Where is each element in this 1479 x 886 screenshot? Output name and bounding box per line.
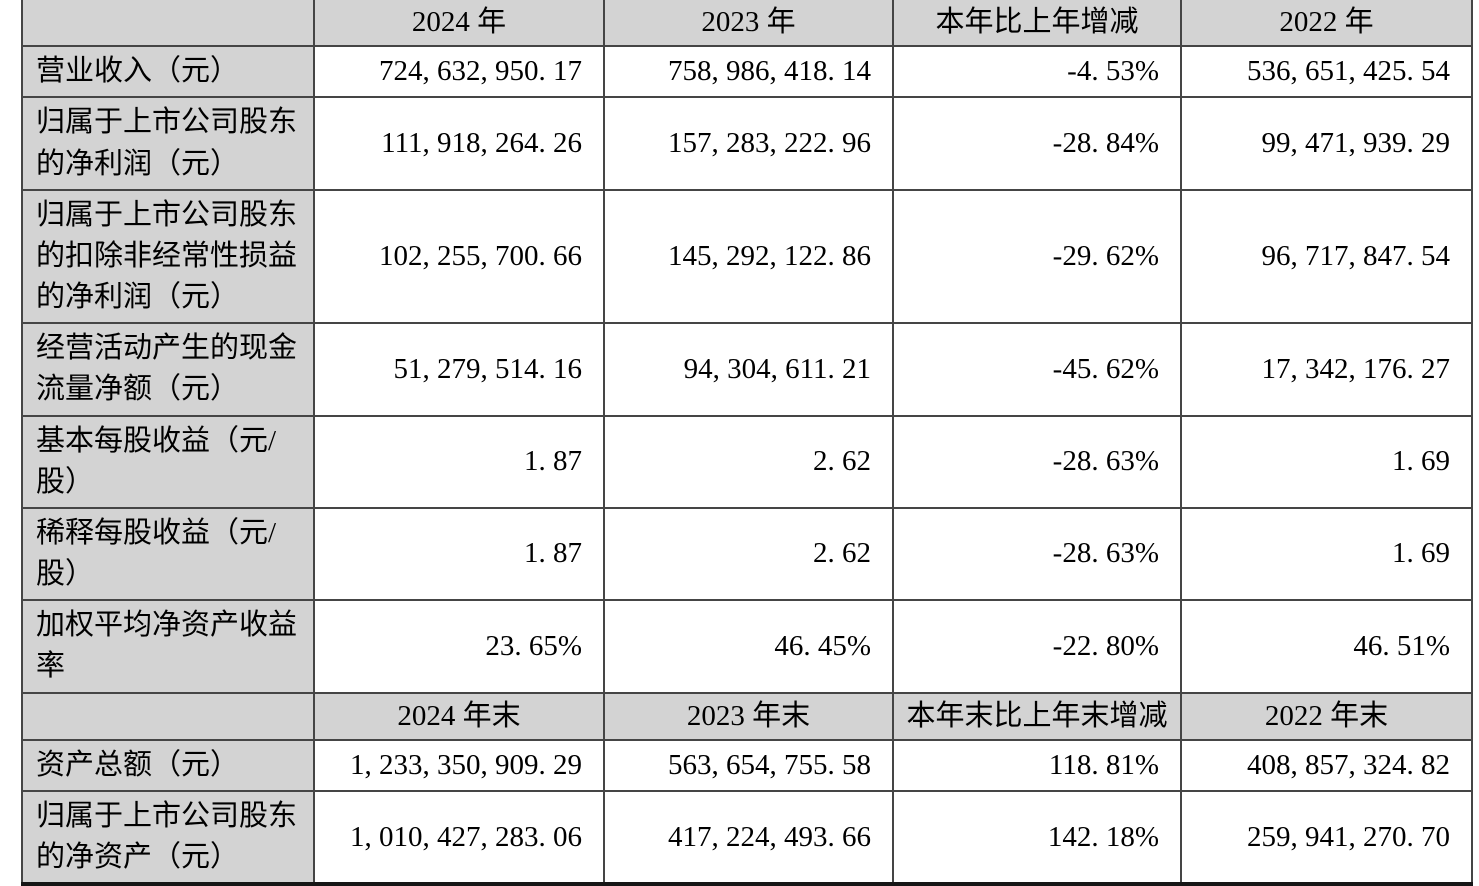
cell-value: 758, 986, 418. 14 [603, 45, 894, 99]
header-corner-cell [21, 0, 315, 48]
cell-value: 51, 279, 514. 16 [313, 322, 605, 417]
table-row-operating-cash-flow: 经营活动产生的现金流量净额（元） 51, 279, 514. 16 94, 30… [21, 322, 1473, 417]
financial-summary-table-wrap: 2024 年 2023 年 本年比上年增减 2022 年 营业收入（元） 724… [21, 0, 1473, 886]
table-header-row-annual: 2024 年 2023 年 本年比上年增减 2022 年 [21, 0, 1473, 48]
cell-value: -4. 53% [892, 45, 1182, 99]
cell-value: 2. 62 [603, 506, 894, 602]
cell-value: 724, 632, 950. 17 [313, 45, 605, 99]
row-label: 加权平均净资产收益率 [21, 599, 315, 694]
table-header-row-year-end: 2024 年末 2023 年末 本年末比上年末增减 2022 年末 [21, 691, 1473, 741]
table-row-total-assets: 资产总额（元） 1, 233, 350, 909. 29 563, 654, 7… [21, 738, 1473, 792]
cell-value: 17, 342, 176. 27 [1180, 322, 1473, 417]
cell-value: -28. 63% [892, 414, 1182, 509]
cell-value: 1. 69 [1180, 506, 1473, 602]
cell-value: 157, 283, 222. 96 [603, 96, 894, 191]
cell-value: 145, 292, 122. 86 [603, 188, 894, 325]
table-row-net-profit: 归属于上市公司股东的净利润（元） 111, 918, 264. 26 157, … [21, 96, 1473, 191]
table-row-basic-eps: 基本每股收益（元/股） 1. 87 2. 62 -28. 63% 1. 69 [21, 414, 1473, 509]
row-label: 经营活动产生的现金流量净额（元） [21, 322, 315, 417]
cell-value: 1, 233, 350, 909. 29 [313, 738, 605, 792]
table-row-net-assets: 归属于上市公司股东的净资产（元） 1, 010, 427, 283. 06 41… [21, 789, 1473, 886]
header-cell-2024: 2024 年 [313, 0, 605, 48]
financial-summary-table: 2024 年 2023 年 本年比上年增减 2022 年 营业收入（元） 724… [21, 0, 1473, 886]
cell-value: 563, 654, 755. 58 [603, 738, 894, 792]
cell-value: -45. 62% [892, 322, 1182, 417]
row-label: 归属于上市公司股东的扣除非经常性损益的净利润（元） [21, 188, 315, 325]
cell-value: -28. 84% [892, 96, 1182, 191]
cell-value: 2. 62 [603, 414, 894, 509]
row-label: 归属于上市公司股东的净资产（元） [21, 789, 315, 886]
table-row-net-profit-excl-nonrecurring: 归属于上市公司股东的扣除非经常性损益的净利润（元） 102, 255, 700.… [21, 188, 1473, 325]
cell-value: 46. 45% [603, 599, 894, 694]
cell-value: 46. 51% [1180, 599, 1473, 694]
cell-value: -28. 63% [892, 506, 1182, 602]
row-label: 营业收入（元） [21, 45, 315, 99]
cell-value: -22. 80% [892, 599, 1182, 694]
cell-value: 1, 010, 427, 283. 06 [313, 789, 605, 886]
header-cell-2022: 2022 年 [1180, 0, 1473, 48]
cell-value: 23. 65% [313, 599, 605, 694]
row-label: 归属于上市公司股东的净利润（元） [21, 96, 315, 191]
header-cell-2022-end: 2022 年末 [1180, 691, 1473, 741]
cell-value: 111, 918, 264. 26 [313, 96, 605, 191]
cell-value: 96, 717, 847. 54 [1180, 188, 1473, 325]
cell-value: 259, 941, 270. 70 [1180, 789, 1473, 886]
table-row-diluted-eps: 稀释每股收益（元/股） 1. 87 2. 62 -28. 63% 1. 69 [21, 506, 1473, 602]
table-row-weighted-avg-roe: 加权平均净资产收益率 23. 65% 46. 45% -22. 80% 46. … [21, 599, 1473, 694]
header-cell-2023: 2023 年 [603, 0, 894, 48]
header-cell-2024-end: 2024 年末 [313, 691, 605, 741]
cell-value: -29. 62% [892, 188, 1182, 325]
cell-value: 102, 255, 700. 66 [313, 188, 605, 325]
header-cell-2023-end: 2023 年末 [603, 691, 894, 741]
row-label: 资产总额（元） [21, 738, 315, 792]
cell-value: 1. 87 [313, 414, 605, 509]
cell-value: 142. 18% [892, 789, 1182, 886]
cell-value: 94, 304, 611. 21 [603, 322, 894, 417]
cell-value: 417, 224, 493. 66 [603, 789, 894, 886]
row-label: 基本每股收益（元/股） [21, 414, 315, 509]
cell-value: 1. 69 [1180, 414, 1473, 509]
cell-value: 118. 81% [892, 738, 1182, 792]
cell-value: 99, 471, 939. 29 [1180, 96, 1473, 191]
cell-value: 1. 87 [313, 506, 605, 602]
cell-value: 408, 857, 324. 82 [1180, 738, 1473, 792]
cell-value: 536, 651, 425. 54 [1180, 45, 1473, 99]
table-row-revenue: 营业收入（元） 724, 632, 950. 17 758, 986, 418.… [21, 45, 1473, 99]
row-label: 稀释每股收益（元/股） [21, 506, 315, 602]
header-cell-yoy-change: 本年比上年增减 [892, 0, 1182, 48]
header-cell-year-end-change: 本年末比上年末增减 [892, 691, 1182, 741]
header-corner-cell [21, 691, 315, 741]
